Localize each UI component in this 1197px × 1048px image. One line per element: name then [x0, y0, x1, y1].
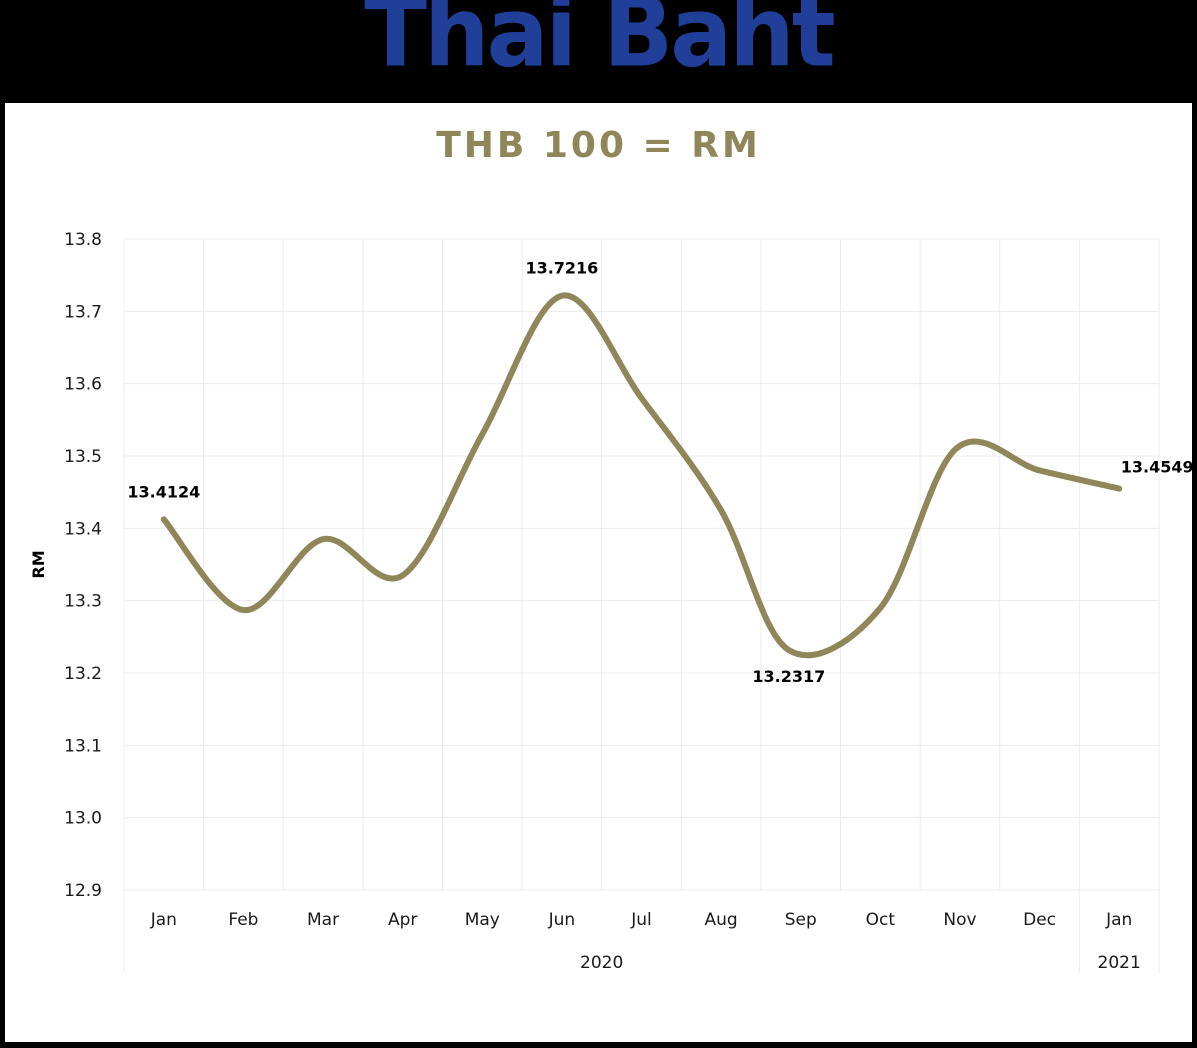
x-tick-label: May: [465, 910, 500, 930]
y-tick-label: 13.0: [64, 809, 102, 829]
x-tick-label: Jul: [630, 910, 652, 930]
series-point: [877, 605, 883, 611]
data-labels: 13.4124 13.7216 13.2317 13.4549: [127, 259, 1192, 686]
y-axis-label: RM: [29, 550, 48, 578]
series-point: [953, 446, 959, 452]
y-tick-label: 13.8: [64, 230, 102, 250]
x-tick-label: Jan: [150, 910, 177, 930]
y-tick-label: 13.6: [64, 375, 102, 395]
x-tick-label: Apr: [388, 910, 417, 930]
series-point: [161, 516, 167, 522]
x-tick-label: Jan: [1105, 910, 1132, 930]
x-tick-label: Nov: [943, 910, 976, 930]
year-label: 2020: [580, 953, 623, 973]
y-tick-label: 13.7: [64, 302, 102, 322]
series-point: [639, 395, 645, 401]
data-label: 13.4549: [1121, 458, 1192, 477]
data-label: 13.2317: [752, 667, 825, 686]
y-tick-label: 13.3: [64, 592, 102, 612]
y-tick-label: 13.1: [64, 736, 102, 756]
series-point: [479, 431, 485, 437]
x-tick-label: Aug: [705, 910, 738, 930]
x-tick-label: Oct: [866, 910, 896, 930]
series-point: [786, 647, 792, 653]
series-point: [1116, 486, 1122, 492]
series-point: [718, 507, 724, 513]
banner-title: Thai Baht: [364, 0, 836, 89]
x-tick-label: Jun: [548, 910, 576, 930]
gridlines: [123, 238, 1160, 973]
x-tick-label: Sep: [785, 910, 817, 930]
y-tick-label: 13.4: [64, 519, 102, 539]
series-point: [240, 607, 246, 613]
axes: 12.9 13.0 13.1 13.2 13.3 13.4 13.5 13.6 13.7 13.8…: [29, 230, 1141, 973]
chart-title: THB 100 = RM: [436, 125, 761, 166]
series-point: [400, 572, 406, 578]
series-point: [320, 536, 326, 542]
x-tick-label: Dec: [1023, 910, 1056, 930]
year-label: 2021: [1098, 953, 1141, 973]
chart-card: THB 100 = RM 12.9 13.0 13.1 13.2 13.3 13.4 13.…: [5, 103, 1192, 1042]
data-label: 13.4124: [127, 482, 200, 501]
series-point: [1037, 467, 1043, 473]
y-tick-label: 13.2: [64, 664, 102, 684]
line-chart: 12.9 13.0 13.1 13.2 13.3 13.4 13.5 13.6 13.7 13.8…: [29, 230, 1192, 973]
data-label: 13.7216: [525, 259, 598, 278]
series-line: [160, 292, 1123, 659]
x-tick-label: Feb: [228, 910, 258, 930]
x-tick-label: Mar: [307, 910, 339, 930]
y-tick-label: 12.9: [64, 881, 102, 901]
y-tick-label: 13.5: [64, 447, 102, 467]
series-point: [559, 293, 565, 299]
series-layer: [160, 292, 1123, 659]
